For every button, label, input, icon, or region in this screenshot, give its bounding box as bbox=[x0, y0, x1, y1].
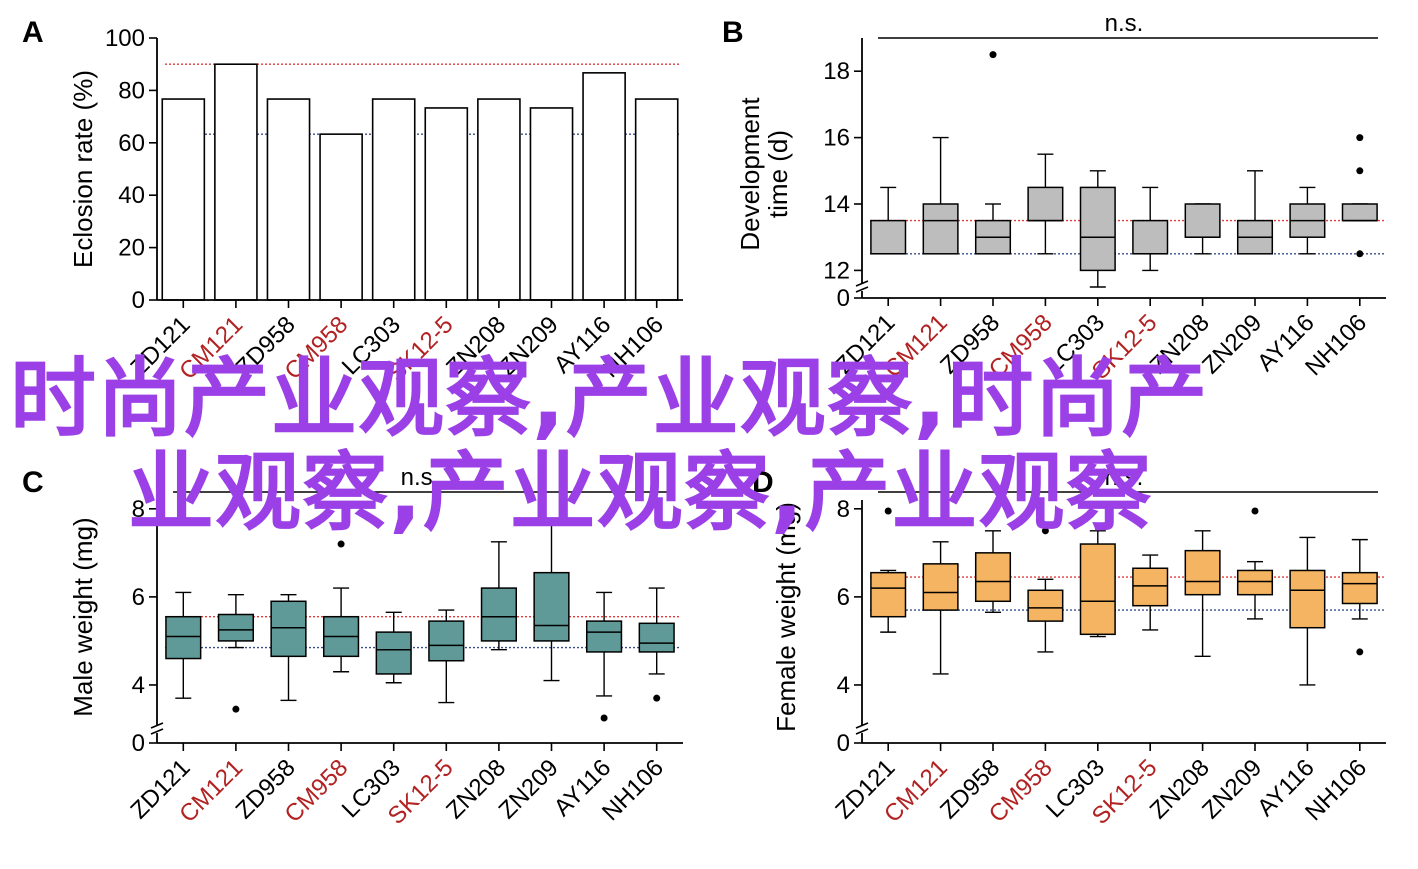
panel-letter-a: A bbox=[22, 16, 44, 49]
box-zn209 bbox=[533, 571, 570, 642]
y-tick-label: 16 bbox=[823, 125, 850, 152]
y-tick-label: 80 bbox=[118, 77, 145, 104]
outlier-nh106-0 bbox=[1356, 250, 1364, 258]
bar-zd121 bbox=[161, 98, 206, 301]
y-tick-label: 40 bbox=[118, 182, 145, 209]
outlier-ay116-0 bbox=[600, 714, 608, 722]
y-tick-label: 0 bbox=[837, 285, 850, 312]
bar-cm958 bbox=[319, 133, 363, 301]
y-tick-label: 0 bbox=[132, 730, 145, 757]
bar-zd958 bbox=[266, 98, 311, 301]
significance-label: n.s. bbox=[1105, 464, 1144, 491]
box-lc303 bbox=[1079, 543, 1116, 636]
bar-zn208 bbox=[477, 98, 521, 301]
box-cm121 bbox=[922, 563, 959, 611]
outlier-nh106-2 bbox=[1356, 134, 1364, 142]
box-sk12-5 bbox=[1132, 219, 1169, 255]
outlier-zd958-0 bbox=[989, 51, 997, 59]
box-zn209 bbox=[1236, 569, 1274, 596]
y-tick-label: 8 bbox=[837, 496, 850, 523]
y-tick-label: 14 bbox=[823, 191, 850, 218]
y-axis-label: time (d) bbox=[763, 130, 793, 218]
y-tick-label: 20 bbox=[118, 235, 145, 262]
axis-break-mark-bottom bbox=[855, 286, 869, 293]
box-cm958 bbox=[1027, 589, 1064, 622]
y-tick-label: 8 bbox=[132, 496, 145, 523]
box-zd121 bbox=[870, 571, 907, 618]
bar-zn209 bbox=[529, 107, 574, 301]
panel-letter-d: D bbox=[752, 466, 774, 499]
box-sk12-5 bbox=[428, 620, 465, 662]
box-lc303 bbox=[375, 631, 412, 675]
axis-break-mark-top bbox=[855, 280, 869, 287]
box-zd121 bbox=[165, 615, 202, 660]
axis-break-mark-top bbox=[855, 722, 869, 729]
outlier-cm958-0 bbox=[337, 540, 345, 548]
x-tick-label-zn209: ZN209 bbox=[494, 311, 564, 381]
y-tick-label: 60 bbox=[118, 130, 145, 157]
box-ay116 bbox=[585, 620, 623, 653]
box-zn208 bbox=[1184, 549, 1221, 596]
outlier-nh106-1 bbox=[1356, 167, 1364, 175]
box-zd121 bbox=[870, 219, 907, 255]
bar-lc303 bbox=[371, 98, 416, 301]
box-nh106 bbox=[1341, 203, 1378, 222]
box-lc303 bbox=[1079, 186, 1116, 272]
box-zn208 bbox=[480, 587, 518, 642]
y-axis-label: Eclosion rate (%) bbox=[68, 70, 98, 268]
panel-letter-b: B bbox=[722, 16, 744, 49]
x-tick-label-zn209: ZN209 bbox=[494, 754, 564, 824]
axis-break-mark-top bbox=[150, 722, 164, 729]
bar-cm121 bbox=[214, 63, 258, 301]
outlier-nh106-0 bbox=[653, 694, 661, 702]
significance-label: n.s. bbox=[401, 464, 440, 491]
x-tick-label-zn208: ZN208 bbox=[1145, 754, 1215, 824]
box-nh106 bbox=[1341, 571, 1378, 605]
y-tick-label: 4 bbox=[837, 672, 850, 699]
x-tick-label-zn209: ZN209 bbox=[1197, 754, 1267, 824]
outlier-cm958-0 bbox=[1041, 527, 1049, 535]
y-tick-label: 4 bbox=[132, 672, 145, 699]
y-tick-label: 6 bbox=[132, 584, 145, 611]
x-tick-label-zn208: ZN208 bbox=[441, 754, 511, 824]
y-tick-label: 18 bbox=[823, 58, 850, 85]
box-cm121 bbox=[217, 613, 255, 642]
box-zn208 bbox=[1184, 203, 1221, 238]
box-nh106 bbox=[638, 622, 675, 653]
x-tick-label-zn208: ZN208 bbox=[441, 311, 511, 381]
y-tick-label: 12 bbox=[823, 257, 850, 284]
panel-letter-c: C bbox=[22, 466, 44, 499]
y-axis-label: Female weight (mg) bbox=[771, 502, 801, 732]
bar-nh106 bbox=[634, 98, 679, 301]
bar-ay116 bbox=[582, 72, 626, 301]
outlier-zn209-0 bbox=[1251, 507, 1259, 515]
outlier-cm121-0 bbox=[232, 705, 240, 713]
outlier-zd121-0 bbox=[884, 507, 892, 515]
y-tick-label: 0 bbox=[837, 730, 850, 757]
y-tick-label: 6 bbox=[837, 584, 850, 611]
axis-break-mark-bottom bbox=[855, 728, 869, 735]
box-cm958 bbox=[1027, 186, 1064, 222]
box-ay116 bbox=[1289, 569, 1326, 629]
x-tick-label-zn208: ZN208 bbox=[1145, 309, 1215, 379]
y-axis-label: Male weight (mg) bbox=[68, 517, 98, 716]
box-cm121 bbox=[922, 203, 959, 255]
bar-sk12-5 bbox=[424, 107, 469, 301]
outlier-nh106-0 bbox=[1356, 648, 1364, 656]
y-axis-label: Development bbox=[735, 97, 765, 251]
x-tick-label-zn209: ZN209 bbox=[1197, 309, 1267, 379]
box-zd958 bbox=[974, 552, 1012, 603]
axis-break-mark-bottom bbox=[150, 728, 164, 735]
box-zd958 bbox=[270, 600, 307, 658]
y-tick-label: 0 bbox=[132, 287, 145, 314]
y-tick-label: 100 bbox=[105, 25, 145, 52]
box-sk12-5 bbox=[1132, 567, 1169, 607]
significance-label: n.s. bbox=[1105, 10, 1144, 37]
